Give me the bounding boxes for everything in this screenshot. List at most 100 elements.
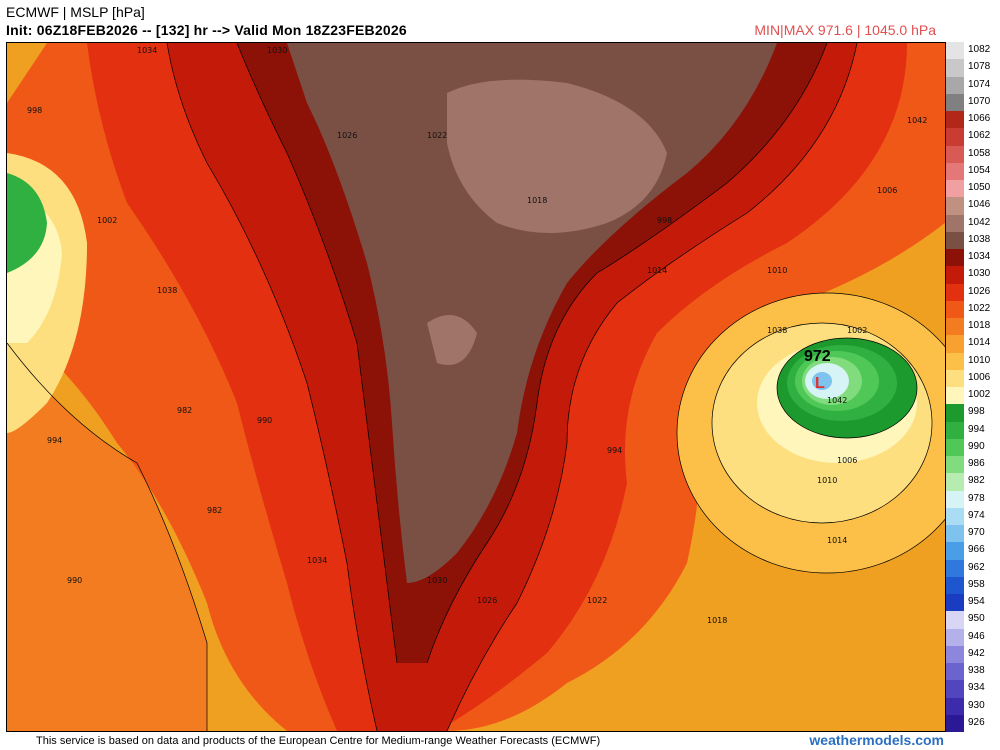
contour-label: 990	[67, 576, 82, 585]
high-1042-inner	[427, 315, 477, 365]
contour-label: 1014	[647, 266, 667, 275]
colorbar-swatch	[946, 525, 964, 543]
contour-label: 994	[47, 436, 62, 445]
colorbar-row: 1082	[946, 42, 1000, 60]
contour-label: 1042	[907, 116, 927, 125]
colorbar-label: 1062	[968, 130, 991, 142]
colorbar-label: 938	[968, 665, 985, 676]
colorbar-label: 934	[968, 682, 985, 694]
contour-label: 1006	[877, 186, 897, 195]
contour-ring-1	[676, 292, 945, 574]
colorbar-label: 1018	[968, 320, 991, 331]
colorbar-swatch	[946, 611, 964, 629]
pressure-colorbar: 1082 1078 1074 1070 1066 1062 1058 1054 1050 1046…	[946, 42, 1000, 732]
colorbar-row: 1026	[946, 283, 1000, 301]
colorbar-row: 1074	[946, 76, 1000, 94]
colorbar-swatch	[946, 300, 964, 318]
colorbar-swatch	[946, 404, 964, 422]
contour-label-group: 1034 1030 1026 1022 1018 1014 1010 1006 1042 1038…	[27, 46, 927, 625]
contour-label: 1038	[767, 326, 787, 335]
colorbar-label: 946	[968, 630, 985, 642]
contour-ring-3	[776, 337, 918, 439]
colorbar-label: 998	[968, 406, 985, 418]
attribution-footer: This service is based on data and produc…	[36, 735, 601, 747]
colorbar-label: 1074	[968, 78, 991, 90]
colorbar-row: 930	[946, 697, 1000, 715]
colorbar-label: 982	[968, 475, 985, 487]
colorbar-swatch	[946, 352, 964, 370]
contour-line-3	[236, 43, 398, 664]
atlantic-low-974	[812, 372, 832, 390]
colorbar-swatch	[946, 197, 964, 215]
colorbar-row: 986	[946, 456, 1000, 474]
contour-label: 1042	[827, 396, 847, 405]
colorbar-row: 938	[946, 663, 1000, 681]
contour-label: 1030	[427, 576, 447, 585]
colorbar-row: 982	[946, 473, 1000, 491]
contour-label: 1022	[587, 596, 607, 605]
colorbar-row: 934	[946, 680, 1000, 698]
colorbar-swatch	[946, 180, 964, 198]
contour-line-5	[7, 342, 208, 731]
colorbar-label: 1030	[968, 268, 991, 280]
contour-label: 1034	[307, 556, 327, 565]
colorbar-swatch	[946, 576, 964, 594]
colorbar-label: 1066	[968, 113, 991, 124]
contour-label: 1018	[707, 616, 727, 625]
colorbar-swatch	[946, 507, 964, 525]
colorbar-swatch	[946, 645, 964, 663]
colorbar-row: 926	[946, 714, 1000, 732]
colorbar-swatch	[946, 283, 964, 301]
contour-label: 990	[257, 416, 272, 425]
high-1042	[447, 79, 667, 234]
colorbar-swatch	[946, 490, 964, 508]
colorbar-swatch	[946, 387, 964, 405]
colorbar-row: 1038	[946, 231, 1000, 249]
colorbar-row: 1014	[946, 335, 1000, 353]
colorbar-label: 1006	[968, 371, 991, 383]
pacific-low-998	[7, 173, 47, 273]
contour-label: 1002	[847, 326, 867, 335]
min-max-readout: MIN|MAX 971.6 | 1045.0 hPa	[754, 22, 936, 38]
contour-label: 1010	[767, 266, 787, 275]
site-credit-link[interactable]: weathermodels.com	[809, 732, 944, 748]
colorbar-swatch	[946, 421, 964, 439]
colorbar-row: 1050	[946, 180, 1000, 198]
contour-label: 1006	[837, 456, 857, 465]
contour-label: 982	[177, 406, 192, 415]
colorbar-label: 1082	[968, 44, 991, 55]
contour-label: 1010	[817, 476, 837, 485]
colorbar-row: 1046	[946, 197, 1000, 215]
colorbar-swatch	[946, 559, 964, 577]
colorbar-label: 1010	[968, 354, 991, 366]
colorbar-label: 1002	[968, 389, 991, 400]
contour-label: 982	[207, 506, 222, 515]
colorbar-label: 958	[968, 578, 985, 590]
init-valid-line: Init: 06Z18FEB2026 -- [132] hr --> Valid…	[6, 22, 407, 38]
colorbar-row: 994	[946, 421, 1000, 439]
colorbar-label: 1022	[968, 302, 991, 314]
colorbar-label: 954	[968, 596, 985, 607]
colorbar-swatch	[946, 318, 964, 336]
colorbar-label: 986	[968, 458, 985, 469]
contour-line-4	[426, 43, 828, 664]
colorbar-row: 1010	[946, 352, 1000, 370]
colorbar-label: 1058	[968, 147, 991, 159]
contour-label: 994	[607, 446, 622, 455]
colorbar-row: 1006	[946, 369, 1000, 387]
colorbar-label: 1026	[968, 285, 991, 297]
colorbar-row: 1022	[946, 300, 1000, 318]
colorbar-label: 970	[968, 527, 985, 538]
colorbar-swatch	[946, 697, 964, 715]
contour-label: 1022	[427, 131, 447, 140]
contour-ring-2	[711, 322, 933, 524]
colorbar-row: 950	[946, 611, 1000, 629]
colorbar-label: 1050	[968, 182, 991, 193]
low-pressure-marker: L	[815, 375, 825, 392]
colorbar-label: 1054	[968, 164, 991, 176]
colorbar-swatch	[946, 438, 964, 456]
colorbar-row: 1034	[946, 249, 1000, 267]
colorbar-row: 990	[946, 438, 1000, 456]
colorbar-swatch	[946, 93, 964, 111]
colorbar-row: 1030	[946, 266, 1000, 284]
